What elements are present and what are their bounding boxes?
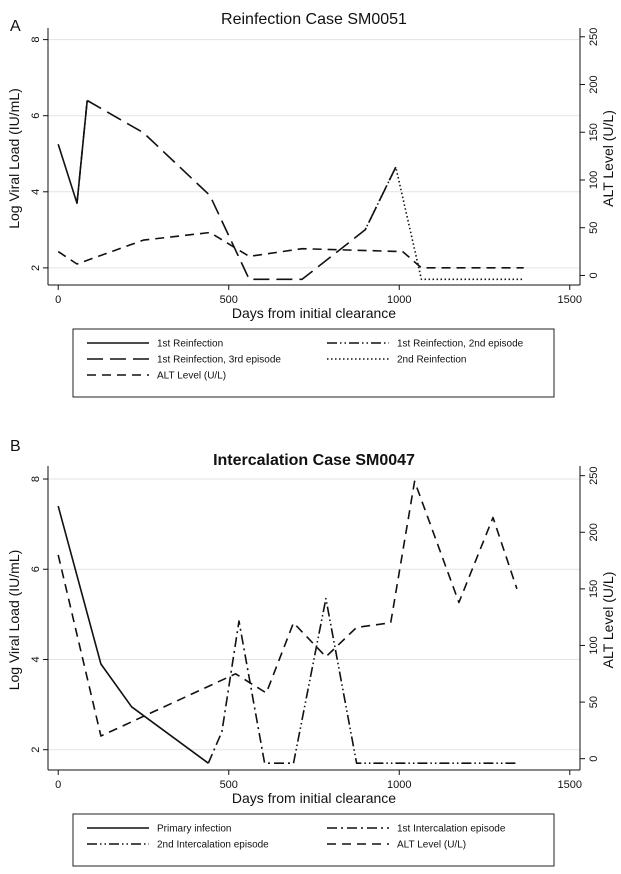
panel-b-label: B [10, 438, 21, 455]
legend-box [72, 328, 555, 398]
y2-tick-label: 150 [588, 580, 600, 598]
y2-tick-label: 150 [588, 123, 600, 141]
y2-tick-label: 200 [588, 75, 600, 93]
legend-label: 2nd Intercalation episode [157, 840, 269, 851]
y-tick-label: 8 [30, 476, 42, 482]
x-axis-label: Days from initial clearance [232, 790, 396, 806]
legend-label: ALT Level (U/L) [397, 840, 466, 851]
series-line-alt-level-u-l [57, 231, 524, 269]
y-tick-label: 8 [30, 37, 42, 43]
x-tick-label: 0 [55, 294, 61, 306]
legend-label: ALT Level (U/L) [157, 371, 226, 382]
panel-a-label: A [10, 18, 21, 35]
x-tick-label: 1000 [387, 294, 411, 306]
series-line-2nd-intercalation-episode [292, 597, 517, 765]
y-tick-label: 4 [30, 189, 42, 195]
y-axis-label: Log Viral Load (IU/mL) [6, 88, 22, 229]
panel-b-legend: Primary infection 1st Intercalation episo… [72, 813, 555, 867]
y2-tick-label: 50 [588, 696, 600, 708]
y2-tick-label: 0 [588, 272, 600, 278]
x-tick-label: 1500 [558, 294, 582, 306]
legend-label: Primary infection [157, 824, 231, 835]
series-line-1st-reinfection-2nd-episode [76, 100, 88, 204]
x-tick-label: 500 [220, 779, 238, 791]
chart-title: Intercalation Case SM0047 [213, 452, 415, 469]
series-line-1st-intercalation-episode [207, 620, 294, 765]
y2-axis-label: ALT Level (U/L) [600, 572, 616, 669]
panel-a-chart: 0 500 1000 1500 2 4 6 8 0 50 100 150 200 250 Reinfecti… [6, 11, 616, 321]
legend-box [72, 813, 555, 867]
y2-tick-label: 250 [588, 466, 600, 484]
chart-title: Reinfection Case SM0051 [221, 11, 407, 28]
y-axis-label: Log Viral Load (IU/mL) [6, 550, 22, 691]
x-tick-label: 0 [55, 779, 61, 791]
panel-b-chart: 0 500 1000 1500 2 4 6 8 0 50 100 150 200 250 Intercala… [6, 452, 616, 806]
y2-tick-label: 0 [588, 756, 600, 762]
legend-label: 2nd Reinfection [397, 355, 467, 366]
legend-label: 1st Reinfection [157, 339, 223, 350]
y2-axis-label: ALT Level (U/L) [600, 110, 616, 207]
x-tick-label: 500 [220, 294, 238, 306]
y-tick-label: 6 [30, 566, 42, 572]
legend-label: 1st Reinfection, 2nd episode [397, 339, 524, 350]
y-tick-label: 4 [30, 656, 42, 662]
x-tick-label: 1500 [558, 779, 582, 791]
y2-tick-label: 100 [588, 636, 600, 654]
series-line-2nd-reinfection [364, 166, 524, 281]
legend-label: 1st Intercalation episode [397, 824, 506, 835]
y2-tick-label: 50 [588, 222, 600, 234]
y2-tick-label: 250 [588, 28, 600, 46]
y-tick-label: 2 [30, 265, 42, 271]
y-tick-label: 2 [30, 747, 42, 753]
legend-label: 1st Reinfection, 3rd episode [157, 355, 281, 366]
panel-a-legend: 1st Reinfection 1st Reinfection, 2nd epis… [72, 328, 555, 398]
y2-tick-label: 100 [588, 171, 600, 189]
x-axis-label: Days from initial clearance [232, 305, 396, 321]
y-tick-label: 6 [30, 113, 42, 119]
x-tick-label: 1000 [387, 779, 411, 791]
y2-tick-label: 200 [588, 523, 600, 541]
series-line-alt-level-u-l [57, 480, 518, 737]
series-line-primary-infection [57, 505, 209, 764]
